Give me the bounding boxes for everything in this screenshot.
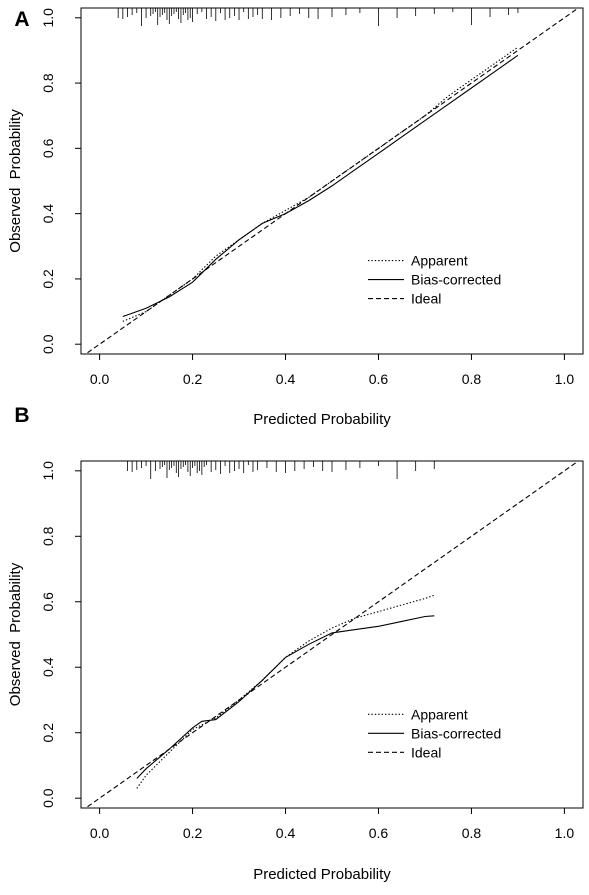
rug [127,461,435,479]
y-tick-label: 0.6 [40,138,56,158]
legend-label: Bias-corrected [411,725,501,741]
y-tick-label: 0.0 [40,334,56,354]
y-tick-label: 1.0 [40,8,56,28]
series-ideal [84,461,580,808]
legend-label: Ideal [411,291,441,307]
chart-panel-b: B 0.0 0.2 0.4 0.6 0.8 1.0 0.0 0.2 0.4 0.6 0.8 1.0 Pre… [7,404,584,883]
x-axis-title: Predicted Probability [253,411,391,428]
y-tick-label: 1.0 [40,461,56,481]
series-bias-corrected [122,54,519,318]
series-bias-corrected [136,615,435,779]
x-tick-label: 1.0 [555,825,575,841]
x-tick-label: 0.6 [369,371,389,387]
x-tick-label: 0.8 [462,371,482,387]
x-tick-label: 0.8 [462,825,482,841]
legend-label: Bias-corrected [411,272,501,288]
chart-panel-a: A 0.0 0.2 0.4 0.6 0.8 1.0 0.0 0.2 0.4 0.6 0.8 1.0 Pre… [7,7,584,428]
legend: Apparent Bias-corrected Ideal [368,253,501,307]
x-tick-label: 0.0 [90,371,110,387]
legend-label: Apparent [411,253,468,269]
y-axis-title: Observed Probability [7,562,24,706]
series-ideal [84,8,580,354]
x-tick-label: 0.4 [276,371,296,387]
legend-label: Apparent [411,706,468,722]
x-tick-label: 0.6 [369,825,389,841]
x-tick-label: 0.2 [183,825,203,841]
panel-label: B [14,404,29,427]
x-tick-label: 0.4 [276,825,296,841]
y-tick-label: 0.2 [40,269,56,289]
rug [117,8,519,26]
x-tick-label: 1.0 [555,371,575,387]
y-tick-label: 0.8 [40,526,56,546]
series-apparent [136,594,435,789]
y-tick-label: 0.8 [40,73,56,93]
panel-label: A [14,8,29,31]
x-axis-title: Predicted Probability [253,866,391,883]
y-axis-title: Observed Probability [7,109,24,253]
y-tick-label: 0.2 [40,723,56,743]
y-tick-label: 0.6 [40,592,56,612]
y-tick-label: 0.0 [40,788,56,808]
legend-label: Ideal [411,744,441,760]
x-tick-label: 0.0 [90,825,110,841]
y-tick-label: 0.4 [40,204,56,224]
x-tick-label: 0.2 [183,371,203,387]
y-tick-label: 0.4 [40,657,56,677]
legend: Apparent Bias-corrected Ideal [368,706,501,760]
